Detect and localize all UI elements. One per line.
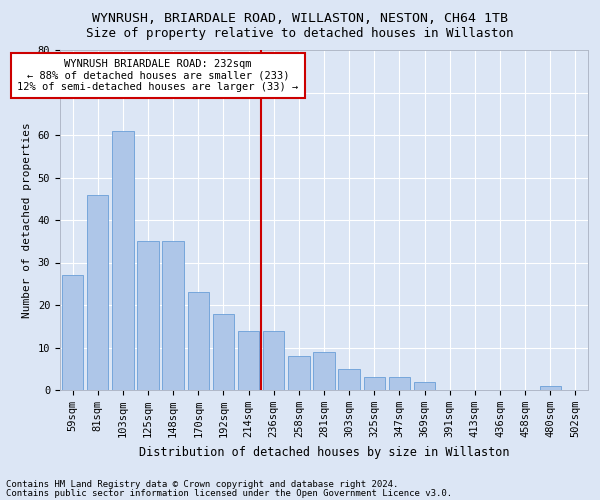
Bar: [62, 275, 83, 390]
Bar: [188, 292, 209, 390]
Text: Contains HM Land Registry data © Crown copyright and database right 2024.: Contains HM Land Registry data © Crown c…: [6, 480, 398, 489]
X-axis label: Distribution of detached houses by size in Willaston: Distribution of detached houses by size …: [139, 446, 509, 458]
Bar: [364, 378, 385, 390]
Bar: [389, 378, 410, 390]
Bar: [213, 314, 234, 390]
Bar: [163, 242, 184, 390]
Bar: [539, 386, 561, 390]
Bar: [263, 330, 284, 390]
Text: WYNRUSH BRIARDALE ROAD: 232sqm
← 88% of detached houses are smaller (233)
12% of: WYNRUSH BRIARDALE ROAD: 232sqm ← 88% of …: [17, 59, 299, 92]
Text: Contains public sector information licensed under the Open Government Licence v3: Contains public sector information licen…: [6, 489, 452, 498]
Bar: [137, 242, 158, 390]
Bar: [238, 330, 259, 390]
Bar: [414, 382, 435, 390]
Bar: [87, 194, 109, 390]
Bar: [288, 356, 310, 390]
Y-axis label: Number of detached properties: Number of detached properties: [22, 122, 32, 318]
Bar: [313, 352, 335, 390]
Bar: [338, 369, 360, 390]
Text: WYNRUSH, BRIARDALE ROAD, WILLASTON, NESTON, CH64 1TB: WYNRUSH, BRIARDALE ROAD, WILLASTON, NEST…: [92, 12, 508, 26]
Bar: [112, 130, 134, 390]
Text: Size of property relative to detached houses in Willaston: Size of property relative to detached ho…: [86, 28, 514, 40]
